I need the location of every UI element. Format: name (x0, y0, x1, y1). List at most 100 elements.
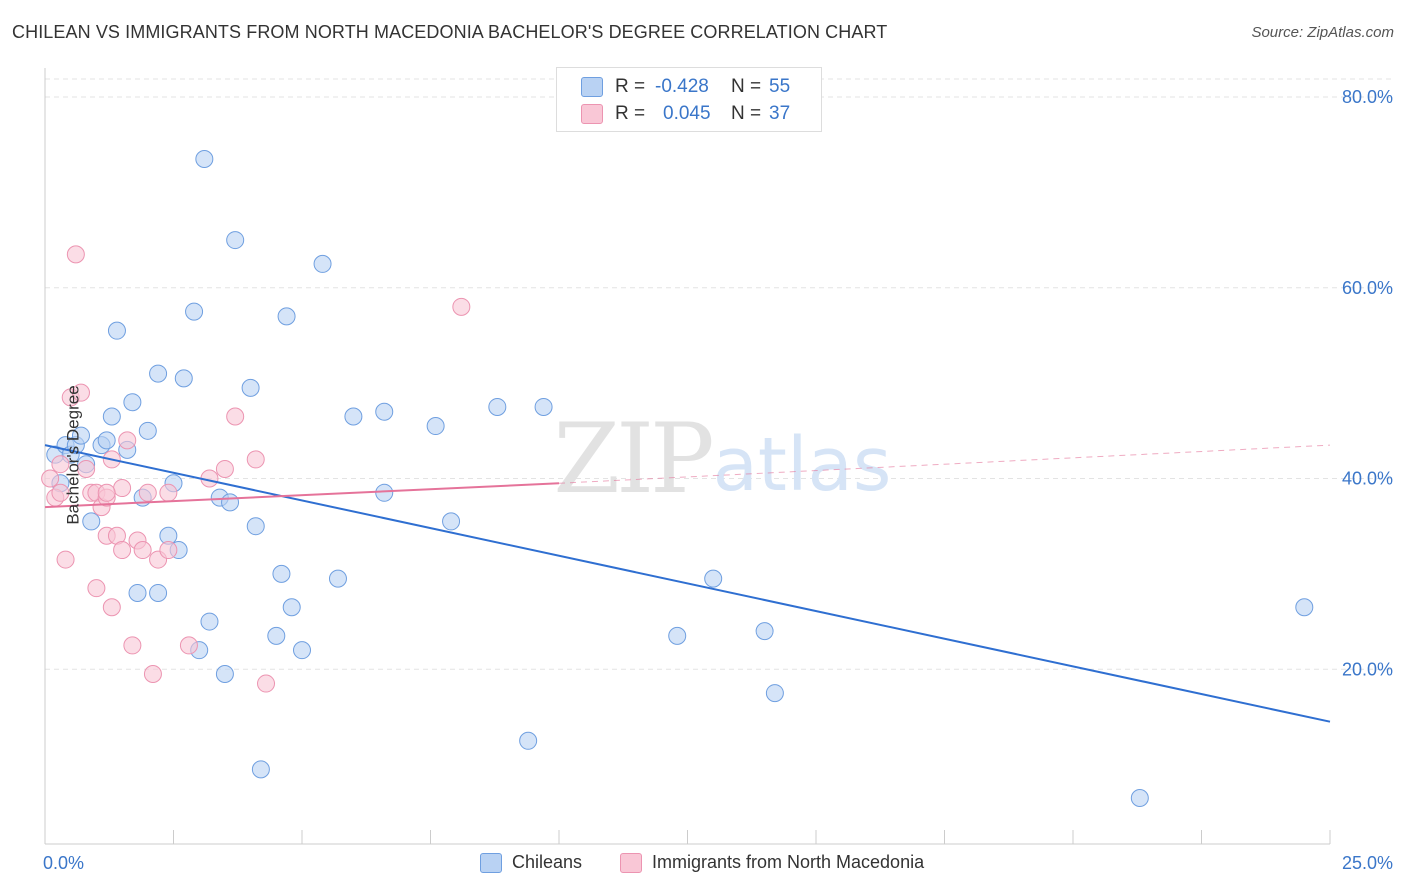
point-north-macedonia (51, 455, 70, 474)
point-north-macedonia (138, 483, 157, 502)
point-chilean (138, 421, 157, 440)
point-north-macedonia (143, 665, 162, 684)
point-north-macedonia (226, 407, 245, 426)
x-tick-label: 25.0% (1342, 853, 1393, 873)
point-north-macedonia (123, 636, 142, 655)
point-chilean (102, 407, 121, 426)
source-label: Source: ZipAtlas.com (1251, 24, 1394, 41)
point-chilean (1295, 598, 1314, 617)
point-chilean (241, 378, 260, 397)
point-chilean (174, 369, 193, 388)
watermark-zip: ZIP (553, 403, 712, 515)
point-north-macedonia (102, 598, 121, 617)
point-chilean (97, 431, 116, 450)
y-tick-label: 40.0% (1342, 469, 1393, 489)
watermark-atlas: atlas (713, 422, 892, 508)
point-chilean (246, 517, 265, 536)
point-chilean (668, 626, 687, 645)
point-chilean (272, 564, 291, 583)
legend-r-label: R = (615, 103, 646, 124)
y-tick-label: 20.0% (1342, 659, 1393, 679)
y-tick-label: 60.0% (1342, 278, 1393, 298)
point-chilean (1130, 789, 1149, 808)
bottom-legend-label-chileans: Chileans (512, 852, 583, 872)
trend-layer (44, 444, 1331, 723)
point-north-macedonia (452, 297, 471, 316)
point-north-macedonia (246, 450, 265, 469)
y-axis-label: Bachelor's Degree (63, 385, 83, 525)
legend-row-chileans: R = -0.428 N = 55 (581, 74, 790, 100)
legend-r-label: R = (615, 76, 646, 97)
point-north-macedonia (257, 674, 276, 693)
point-chilean (375, 402, 394, 421)
point-north-macedonia (97, 483, 116, 502)
point-north-macedonia (113, 541, 132, 560)
point-chilean (221, 493, 240, 512)
legend-swatch-chileans (581, 77, 603, 97)
x-tick-label: 0.0% (43, 853, 84, 873)
bottom-legend-macedonia: Immigrants from North Macedonia (620, 852, 924, 873)
point-chilean (765, 684, 784, 703)
legend-r-value: -0.428 (655, 76, 709, 97)
point-chilean (185, 302, 204, 321)
point-chilean (755, 622, 774, 641)
axis-layer: 20.0% 40.0% 60.0% 80.0% 0.0% 25.0% (43, 68, 1393, 873)
series-layer (41, 149, 1314, 808)
trend-line-chileans (44, 444, 1331, 723)
point-north-macedonia (215, 459, 234, 478)
bottom-legend-chileans: Chileans (480, 852, 582, 873)
point-chilean (282, 598, 301, 617)
point-north-macedonia (41, 469, 60, 488)
point-chilean (128, 583, 147, 602)
point-chilean (195, 149, 214, 168)
legend-n-value: 37 (769, 103, 791, 124)
legend-n-label: N = (731, 103, 762, 124)
point-chilean (313, 254, 332, 273)
point-chilean (251, 760, 270, 779)
point-chilean (519, 731, 538, 750)
point-chilean (71, 426, 90, 445)
point-chilean (426, 417, 445, 436)
series-chileans (46, 149, 1314, 808)
series-north-macedonia (41, 245, 471, 693)
legend-row-macedonia: R = 0.045 N = 37 (581, 101, 790, 127)
point-chilean (215, 665, 234, 684)
point-chilean (149, 364, 168, 383)
bottom-legend-swatch-chileans (480, 852, 502, 873)
chart-title: CHILEAN VS IMMIGRANTS FROM NORTH MACEDON… (12, 22, 888, 42)
point-north-macedonia (179, 636, 198, 655)
point-chilean (82, 512, 101, 531)
point-chilean (704, 569, 723, 588)
point-north-macedonia (87, 579, 106, 598)
trend-line-north-macedonia-extension (558, 444, 1331, 484)
point-chilean (534, 397, 553, 416)
bottom-legend-label-macedonia: Immigrants from North Macedonia (652, 852, 925, 872)
point-north-macedonia (159, 483, 178, 502)
bottom-legend-swatch-macedonia (620, 852, 642, 873)
point-chilean (293, 641, 311, 660)
point-chilean (123, 393, 142, 412)
stats-legend: R = -0.428 N = 55 R = 0.045 N = 37 (556, 67, 822, 132)
trend-line-north-macedonia (44, 482, 560, 509)
y-tick-label: 80.0% (1342, 87, 1393, 107)
point-north-macedonia (66, 245, 85, 264)
point-chilean (200, 612, 219, 631)
point-north-macedonia (51, 483, 70, 502)
point-north-macedonia (56, 550, 75, 569)
point-chilean (375, 483, 394, 502)
point-chilean (267, 626, 286, 645)
point-chilean (107, 321, 126, 340)
legend-n-value: 55 (769, 76, 791, 97)
point-north-macedonia (71, 383, 90, 402)
point-north-macedonia (77, 459, 96, 478)
point-chilean (149, 583, 168, 602)
point-chilean (226, 231, 245, 250)
point-chilean (344, 407, 363, 426)
point-north-macedonia (118, 431, 137, 450)
point-chilean (328, 569, 347, 588)
point-chilean (277, 307, 296, 326)
point-chilean (488, 397, 507, 416)
legend-r-value: 0.045 (663, 103, 711, 124)
point-north-macedonia (113, 479, 132, 498)
